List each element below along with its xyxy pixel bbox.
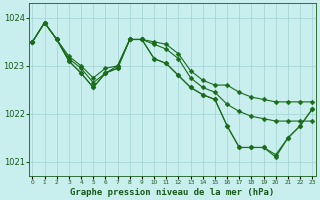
X-axis label: Graphe pression niveau de la mer (hPa): Graphe pression niveau de la mer (hPa) xyxy=(70,188,275,197)
